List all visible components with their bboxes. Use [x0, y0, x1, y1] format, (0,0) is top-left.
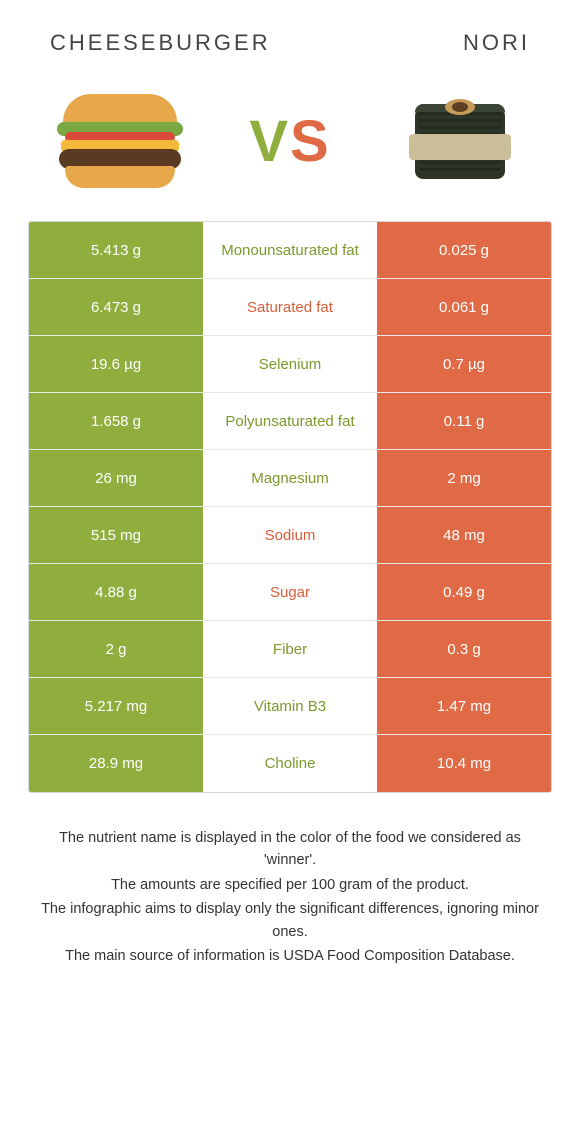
nutrient-label: Sugar [203, 564, 377, 620]
left-value: 5.413 g [29, 222, 203, 278]
nutrient-label: Fiber [203, 621, 377, 677]
left-value: 28.9 mg [29, 735, 203, 792]
hero-row: VS [20, 76, 560, 221]
table-row: 2 gFiber0.3 g [29, 621, 551, 678]
right-value: 0.025 g [377, 222, 551, 278]
nutrient-label: Magnesium [203, 450, 377, 506]
left-value: 1.658 g [29, 393, 203, 449]
nutrient-label: Saturated fat [203, 279, 377, 335]
vs-label: VS [249, 108, 330, 175]
right-value: 0.3 g [377, 621, 551, 677]
right-value: 0.7 µg [377, 336, 551, 392]
nutrient-label: Monounsaturated fat [203, 222, 377, 278]
table-row: 6.473 gSaturated fat0.061 g [29, 279, 551, 336]
table-row: 26 mgMagnesium2 mg [29, 450, 551, 507]
left-value: 5.217 mg [29, 678, 203, 734]
left-value: 2 g [29, 621, 203, 677]
table-row: 19.6 µgSelenium0.7 µg [29, 336, 551, 393]
right-value: 0.061 g [377, 279, 551, 335]
table-row: 5.413 gMonounsaturated fat0.025 g [29, 222, 551, 279]
nutrient-label: Choline [203, 735, 377, 792]
table-row: 515 mgSodium48 mg [29, 507, 551, 564]
vs-v: V [249, 109, 290, 174]
table-row: 28.9 mgCholine10.4 mg [29, 735, 551, 792]
left-value: 19.6 µg [29, 336, 203, 392]
footnotes: The nutrient name is displayed in the co… [20, 793, 560, 968]
right-value: 0.49 g [377, 564, 551, 620]
right-value: 10.4 mg [377, 735, 551, 792]
nutrient-label: Sodium [203, 507, 377, 563]
right-food-title: Nori [463, 30, 530, 56]
left-value: 26 mg [29, 450, 203, 506]
nori-illustration [390, 86, 530, 196]
vs-s: S [290, 109, 331, 174]
table-row: 1.658 gPolyunsaturated fat0.11 g [29, 393, 551, 450]
left-value: 6.473 g [29, 279, 203, 335]
nutrient-label: Vitamin B3 [203, 678, 377, 734]
footnote-line: The main source of information is USDA F… [38, 945, 542, 967]
table-row: 4.88 gSugar0.49 g [29, 564, 551, 621]
right-value: 48 mg [377, 507, 551, 563]
left-value: 4.88 g [29, 564, 203, 620]
header: Cheeseburger Nori [20, 30, 560, 76]
right-value: 0.11 g [377, 393, 551, 449]
nutrient-label: Selenium [203, 336, 377, 392]
comparison-table: 5.413 gMonounsaturated fat0.025 g6.473 g… [28, 221, 552, 793]
left-food-title: Cheeseburger [50, 30, 271, 56]
right-value: 2 mg [377, 450, 551, 506]
table-row: 5.217 mgVitamin B31.47 mg [29, 678, 551, 735]
right-value: 1.47 mg [377, 678, 551, 734]
cheeseburger-illustration [50, 86, 190, 196]
footnote-line: The amounts are specified per 100 gram o… [38, 874, 542, 896]
footnote-line: The infographic aims to display only the… [38, 898, 542, 943]
left-value: 515 mg [29, 507, 203, 563]
nutrient-label: Polyunsaturated fat [203, 393, 377, 449]
footnote-line: The nutrient name is displayed in the co… [38, 827, 542, 872]
